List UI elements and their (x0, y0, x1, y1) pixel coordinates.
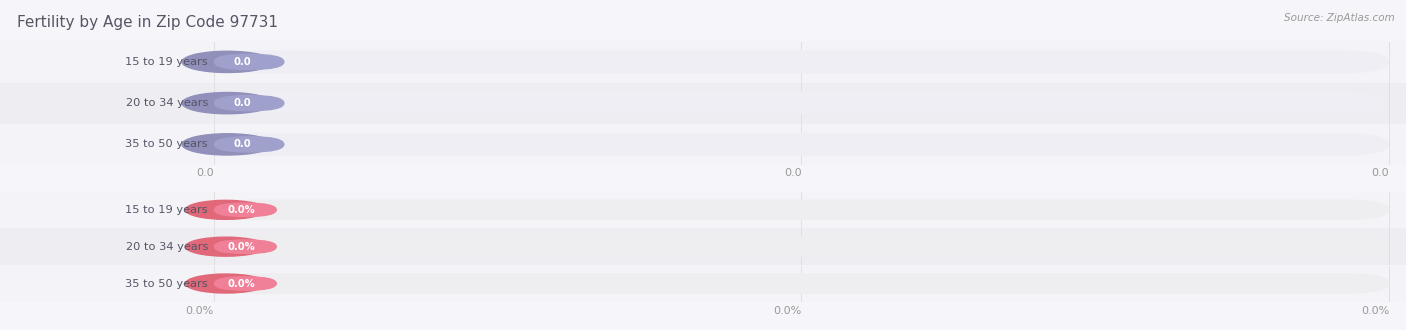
Bar (0, 228, 1406, 265)
FancyBboxPatch shape (214, 273, 1389, 294)
FancyBboxPatch shape (214, 239, 277, 254)
Text: 20 to 34 years: 20 to 34 years (125, 98, 208, 108)
Bar (0, 41, 1406, 82)
Text: 0.0%: 0.0% (1361, 306, 1389, 316)
Text: 0.0%: 0.0% (186, 306, 214, 316)
Bar (0, 191, 1406, 228)
FancyBboxPatch shape (214, 276, 277, 291)
FancyBboxPatch shape (214, 95, 284, 112)
Text: 0.0%: 0.0% (773, 306, 801, 316)
Text: 20 to 34 years: 20 to 34 years (125, 242, 208, 252)
Text: 15 to 19 years: 15 to 19 years (125, 57, 208, 67)
FancyBboxPatch shape (214, 133, 1389, 156)
Text: 0.0: 0.0 (233, 98, 250, 108)
Circle shape (186, 237, 266, 256)
Text: 0.0: 0.0 (233, 139, 250, 149)
FancyBboxPatch shape (214, 200, 1389, 220)
Text: Fertility by Age in Zip Code 97731: Fertility by Age in Zip Code 97731 (17, 15, 278, 30)
Text: 0.0: 0.0 (783, 168, 801, 178)
Bar (0, 265, 1406, 302)
Circle shape (186, 274, 266, 293)
FancyBboxPatch shape (214, 136, 284, 153)
Bar (0, 124, 1406, 165)
Text: 0.0: 0.0 (1371, 168, 1389, 178)
Text: 35 to 50 years: 35 to 50 years (125, 139, 208, 149)
FancyBboxPatch shape (214, 50, 1389, 74)
FancyBboxPatch shape (214, 53, 284, 70)
Text: 0.0%: 0.0% (228, 279, 256, 288)
Text: 0.0: 0.0 (233, 57, 250, 67)
Circle shape (186, 200, 266, 219)
Text: 0.0%: 0.0% (228, 242, 256, 252)
Circle shape (181, 51, 273, 73)
Circle shape (181, 134, 273, 155)
FancyBboxPatch shape (214, 92, 1389, 115)
Text: 35 to 50 years: 35 to 50 years (125, 279, 208, 288)
FancyBboxPatch shape (214, 202, 277, 217)
FancyBboxPatch shape (214, 236, 1389, 257)
Text: 0.0: 0.0 (195, 168, 214, 178)
Circle shape (181, 92, 273, 114)
Bar (0, 82, 1406, 124)
Text: Source: ZipAtlas.com: Source: ZipAtlas.com (1284, 13, 1395, 23)
Text: 0.0%: 0.0% (228, 205, 256, 215)
Text: 15 to 19 years: 15 to 19 years (125, 205, 208, 215)
